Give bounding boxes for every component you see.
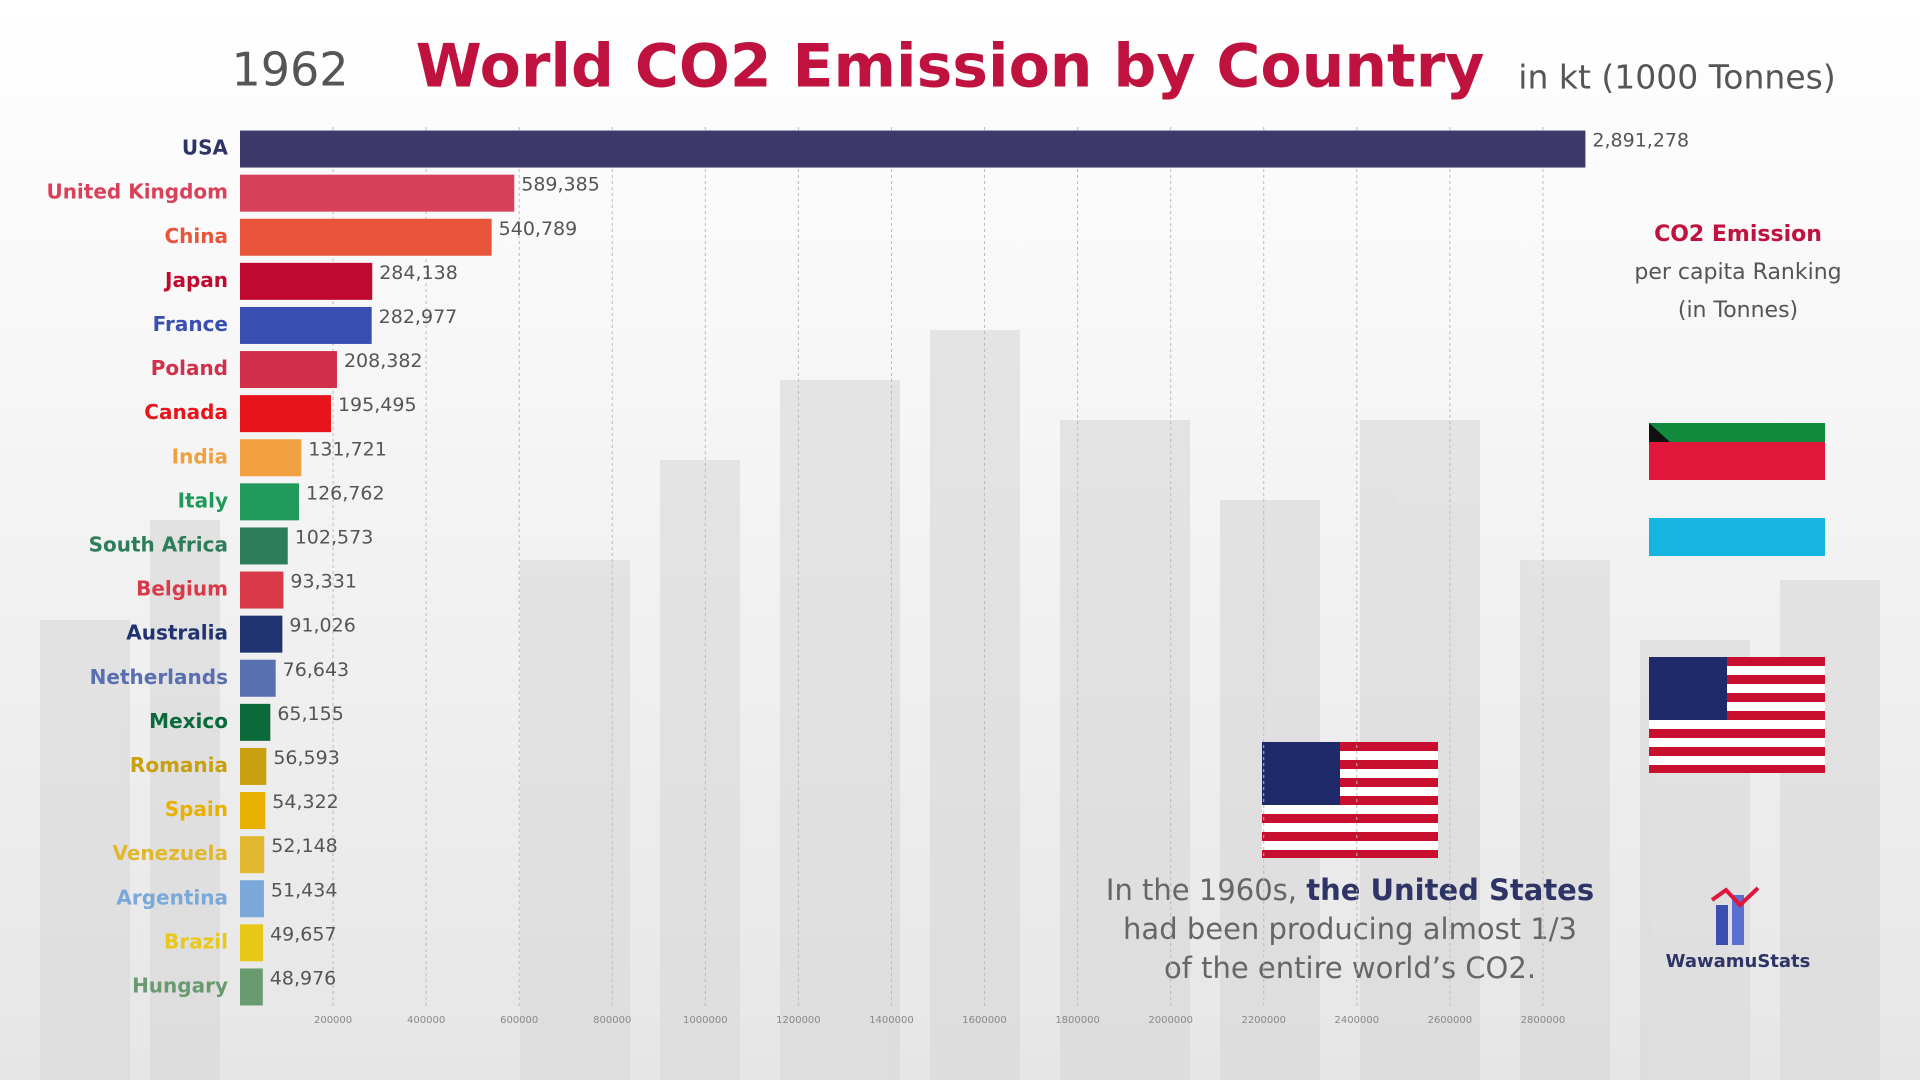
value-label: 540,789 [499,218,578,240]
x-tick-label: 600000 [500,1015,538,1026]
x-tick-label: 200000 [314,1015,352,1026]
bar [240,306,372,344]
flag-kuwait [1649,423,1825,556]
value-label: 195,495 [338,394,417,416]
bar [240,527,288,565]
annotation: had been producing almost 1/3 [1123,912,1577,946]
y-tick-label: Italy [178,488,228,512]
y-tick-label: Canada [144,400,228,424]
bar [240,880,264,918]
bar [240,968,263,1006]
x-tick-label: 800000 [593,1015,631,1026]
bar [240,174,515,212]
value-label: 282,977 [379,306,458,328]
y-tick-label: Mexico [149,709,228,733]
y-tick-label: Romania [130,753,228,777]
y-tick-label: Brazil [164,929,228,953]
unit-note: in kt (1000 Tonnes) [1518,58,1835,97]
value-label: 56,593 [273,747,339,769]
y-tick-label: India [172,444,228,468]
y-tick-label: Venezuela [112,841,228,865]
value-label: 2,891,278 [1592,130,1689,152]
value-label: 54,322 [272,791,338,813]
x-tick-label: 400000 [407,1015,445,1026]
annotation: of the entire world’s CO2. [1164,951,1536,985]
bar [240,439,302,477]
bar [240,262,373,300]
y-tick-label: Argentina [116,885,228,909]
skyline [40,330,1880,1080]
bar [240,130,1586,168]
value-label: 284,138 [379,262,458,284]
value-label: 52,148 [271,835,337,857]
x-tick-label: 1400000 [869,1015,914,1026]
bar [240,792,266,830]
y-tick-label: USA [182,136,229,160]
y-tick-label: China [164,224,228,248]
side-subtitle: (in Tonnes) [1678,298,1798,323]
bar [240,351,337,389]
x-tick-label: 2600000 [1428,1015,1473,1026]
bar [240,483,299,521]
value-label: 589,385 [521,174,600,196]
value-label: 51,434 [271,879,337,901]
side-subtitle: per capita Ranking [1634,260,1841,285]
value-label: 48,976 [270,967,336,989]
bar [240,395,331,433]
bar [240,836,265,874]
value-label: 131,721 [308,438,387,460]
y-tick-label: South Africa [89,532,228,556]
bar [240,747,267,785]
x-tick-label: 2400000 [1335,1015,1380,1026]
y-tick-label: Hungary [132,973,228,997]
year: 1962 [231,43,348,97]
y-tick-label: Netherlands [90,665,228,689]
value-label: 208,382 [344,350,423,372]
bar [240,218,492,256]
y-tick-label: Belgium [136,577,228,601]
bar [240,659,276,697]
value-label: 91,026 [289,615,355,637]
y-tick-label: Poland [151,356,228,380]
side-title: CO2 Emission [1654,222,1822,247]
annotation-text: In the 1960s, [1106,873,1306,907]
x-tick-label: 1000000 [683,1015,728,1026]
x-tick-label: 1600000 [962,1015,1007,1026]
bar [240,924,264,962]
annotation: In the 1960s, the United States [1106,873,1594,907]
value-label: 102,573 [295,526,374,548]
x-tick-label: 2000000 [1148,1015,1193,1026]
bar [240,703,271,741]
flag-usa-side [1649,657,1825,773]
brand: WawamuStats [1666,951,1811,972]
brand-logo [1710,886,1760,945]
bar [240,571,284,609]
y-tick-label: Australia [126,621,228,645]
y-tick-label: Japan [163,268,228,292]
y-tick-label: Spain [165,797,228,821]
value-label: 93,331 [290,571,356,593]
x-tick-label: 1800000 [1055,1015,1100,1026]
chart-title: World CO2 Emission by Country [416,32,1485,102]
x-tick-label: 2200000 [1241,1015,1286,1026]
y-tick-label: France [153,312,228,336]
value-label: 65,155 [277,703,343,725]
flag-usa-large [1262,742,1438,858]
value-label: 126,762 [306,482,385,504]
y-tick-label: United Kingdom [46,180,228,204]
bar [240,615,283,653]
x-tick-label: 2800000 [1521,1015,1566,1026]
value-label: 49,657 [270,923,336,945]
x-tick-label: 1200000 [776,1015,821,1026]
value-label: 76,643 [283,659,349,681]
